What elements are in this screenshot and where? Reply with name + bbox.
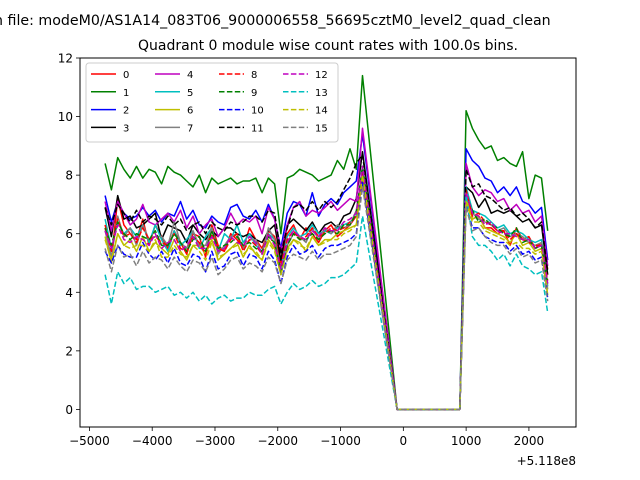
series-line-1 [104,74,549,411]
series-line-13 [104,194,549,411]
legend-label-12: 12 [315,70,328,81]
legend-label-1: 1 [123,88,129,99]
x-tick-label: −2000 [257,434,298,448]
legend-label-0: 0 [123,70,129,81]
series-line-0 [104,180,549,411]
y-tick-label: 10 [58,110,73,124]
x-tick-label: 0 [400,434,408,448]
y-tick-label: 6 [65,227,73,241]
legend-label-10: 10 [251,106,264,117]
legend-label-5: 5 [187,88,193,99]
plot-area [104,74,549,411]
legend-box [85,62,339,143]
legend-label-6: 6 [187,106,193,117]
series-line-11 [104,153,549,411]
legend-label-11: 11 [251,123,264,134]
legend-label-9: 9 [251,88,257,99]
x-offset-label: +5.118e8 [517,454,576,468]
y-axis: 0 2 4 6 8 10 12 [58,52,80,417]
x-tick-label: −1000 [320,434,361,448]
legend-label-7: 7 [187,123,193,134]
series-line-4 [104,127,549,411]
y-tick-label: 2 [65,344,73,358]
series-line-15 [104,186,549,411]
figure-suptitle: n file: modeM0/AS1A14_083T06_9000006558_… [0,13,551,29]
x-tick-label: −4000 [132,434,173,448]
x-axis: −5000 −4000 −3000 −2000 −1000 0 1000 2000 [69,427,544,448]
series-line-14 [104,174,549,411]
legend-label-15: 15 [315,123,328,134]
legend-label-4: 4 [187,70,193,81]
x-tick-label: 1000 [451,434,482,448]
axes-frame [79,57,577,428]
legend-label-2: 2 [123,106,129,117]
series-line-2 [104,133,549,411]
x-tick-label: 2000 [514,434,545,448]
x-tick-label: −3000 [195,434,236,448]
y-tick-label: 8 [65,169,73,183]
y-tick-label: 0 [65,403,73,417]
y-tick-label: 12 [58,52,73,66]
series-line-9 [104,165,549,411]
legend-label-14: 14 [315,106,328,117]
chart-title: Quadrant 0 module wise count rates with … [138,38,518,54]
legend-label-3: 3 [123,123,129,134]
y-tick-label: 4 [65,286,73,300]
x-tick-label: −5000 [69,434,110,448]
series-line-12 [104,165,549,411]
legend-label-13: 13 [315,88,328,99]
legend-label-8: 8 [251,70,257,81]
series-line-10 [104,180,549,411]
